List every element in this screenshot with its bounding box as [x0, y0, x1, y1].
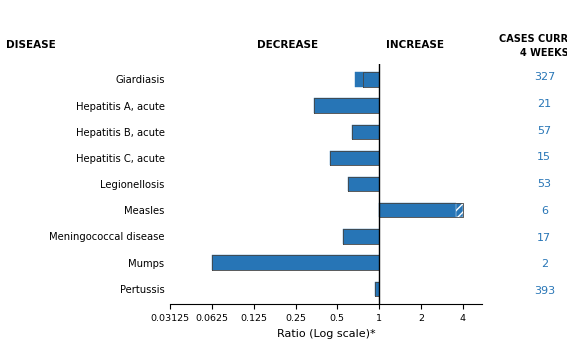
Text: 393: 393 — [534, 286, 555, 296]
Text: 6: 6 — [541, 206, 548, 216]
Bar — [352, 125, 379, 139]
Text: CASES CURRENT: CASES CURRENT — [499, 34, 567, 44]
Text: 15: 15 — [538, 152, 551, 162]
Bar — [379, 203, 456, 217]
Text: 2: 2 — [541, 259, 548, 269]
X-axis label: Ratio (Log scale)*: Ratio (Log scale)* — [277, 329, 375, 339]
Text: 327: 327 — [534, 72, 555, 82]
Bar — [314, 98, 379, 113]
Text: DISEASE: DISEASE — [6, 40, 56, 50]
Text: 4 WEEKS: 4 WEEKS — [520, 48, 567, 58]
Text: 21: 21 — [538, 99, 551, 109]
Bar — [329, 151, 379, 165]
Bar — [375, 281, 379, 296]
Text: DECREASE: DECREASE — [257, 40, 319, 50]
Bar — [343, 229, 379, 244]
Bar — [456, 203, 463, 217]
Text: INCREASE: INCREASE — [386, 40, 443, 50]
Text: 57: 57 — [538, 126, 551, 136]
Bar — [348, 177, 379, 191]
Bar — [355, 72, 362, 87]
Bar — [213, 255, 379, 270]
Text: 17: 17 — [538, 233, 551, 242]
Text: 53: 53 — [538, 179, 551, 189]
Bar — [355, 72, 379, 87]
